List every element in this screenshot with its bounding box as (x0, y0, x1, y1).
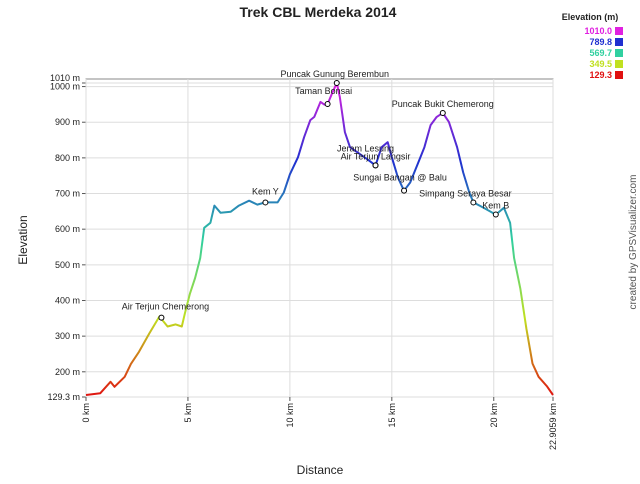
x-tick-label: 5 km (183, 403, 193, 423)
legend-swatch (615, 71, 623, 79)
waypoint-label: Simpang Seraya Besar (419, 188, 512, 198)
waypoint (492, 211, 499, 218)
y-tick-label: 500 m (55, 260, 80, 270)
y-tick-label: 1000 m (50, 82, 80, 92)
y-axis-label: Elevation (16, 215, 30, 264)
x-tick-label: 15 km (387, 403, 397, 428)
waypoint-label: Sungai Bangan @ Balu (353, 173, 447, 183)
waypoint-label: Kem Y (252, 186, 279, 196)
waypoint-label: Air Terjun Chemerong (122, 302, 209, 312)
y-tick-label: 800 m (55, 153, 80, 163)
x-tick-label: 0 km (81, 403, 91, 423)
x-tick-label: 10 km (285, 403, 295, 428)
waypoint-label: Air Terjun Langsir (341, 151, 411, 161)
y-tick-label: 200 m (55, 367, 80, 377)
waypoint-label: Kem B (482, 201, 509, 211)
waypoint (158, 314, 165, 321)
legend-label: 1010.0 (584, 26, 612, 36)
x-tick-label: 20 km (489, 403, 499, 428)
waypoint (372, 162, 379, 169)
y-tick-label: 600 m (55, 224, 80, 234)
waypoint-label: Taman Bonsai (295, 86, 352, 96)
elevation-line (85, 82, 554, 396)
legend-label: 129.3 (589, 70, 612, 80)
waypoint-label: Jeram Lesung (337, 143, 394, 153)
y-tick-label: 129.3 m (47, 392, 80, 402)
credit: created by GPSVisualizer.com (628, 175, 639, 310)
legend-label: 569.7 (589, 48, 612, 58)
x-tick-label: 22.9059 km (548, 403, 558, 450)
waypoint (439, 109, 446, 116)
y-tick-label: 900 m (55, 117, 80, 127)
legend-label: 789.8 (589, 37, 612, 47)
legend-swatch (615, 60, 623, 68)
legend-swatch (615, 38, 623, 46)
y-tick-label: 300 m (55, 331, 80, 341)
waypoint (470, 199, 477, 206)
x-axis-label: Distance (297, 463, 344, 477)
waypoint (333, 80, 340, 86)
waypoint-label: Puncak Bukit Chemerong (392, 99, 494, 109)
y-tick-label: 1010 m (50, 73, 80, 83)
plot-area (85, 78, 554, 398)
legend-swatch (615, 27, 623, 35)
waypoint (401, 187, 408, 194)
waypoint-label: Puncak Gunung Berembun (280, 69, 389, 79)
chart-title: Trek CBL Merdeka 2014 (240, 4, 397, 20)
y-tick-label: 400 m (55, 295, 80, 305)
legend-label: 349.5 (589, 59, 612, 69)
y-tick-label: 700 m (55, 189, 80, 199)
waypoint (324, 101, 331, 108)
legend-title: Elevation (m) (562, 12, 619, 22)
legend-swatch (615, 49, 623, 57)
waypoint (262, 199, 269, 206)
